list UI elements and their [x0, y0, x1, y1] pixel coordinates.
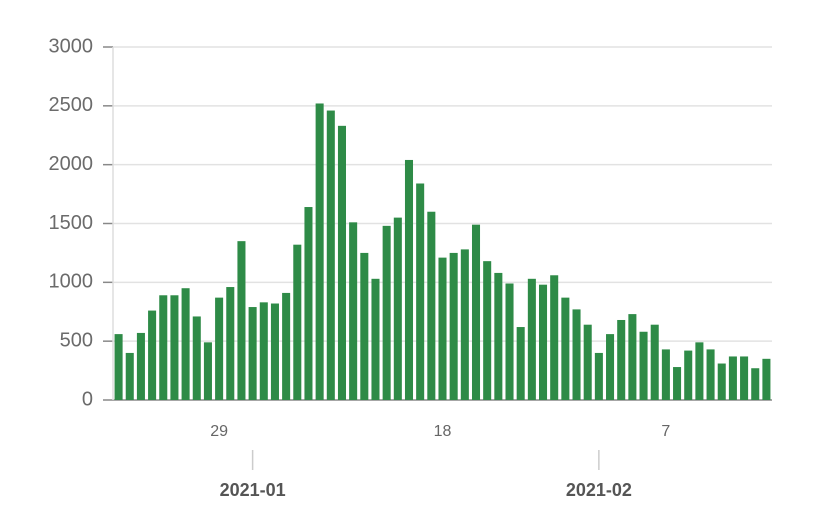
bar — [393, 217, 402, 400]
bar — [639, 331, 648, 400]
bar — [483, 261, 492, 400]
bar — [181, 288, 190, 400]
bar — [684, 350, 693, 400]
bar — [695, 342, 704, 400]
y-tick-label: 1500 — [49, 212, 94, 234]
bar — [628, 314, 637, 400]
bar — [237, 241, 246, 400]
bar — [136, 332, 145, 400]
bar — [449, 252, 458, 400]
bar — [751, 368, 760, 400]
y-tick-label: 3000 — [49, 35, 94, 57]
bar — [617, 319, 626, 400]
bar — [371, 278, 380, 400]
bar — [159, 295, 168, 400]
x-tick-label: 29 — [210, 423, 228, 440]
bar — [572, 309, 581, 400]
bar — [494, 272, 503, 400]
bar — [416, 183, 425, 400]
bar — [326, 110, 335, 400]
bar — [527, 278, 536, 400]
bar — [404, 159, 414, 400]
bar — [661, 349, 670, 400]
bar — [427, 211, 436, 400]
bar — [516, 327, 525, 400]
bar — [270, 303, 279, 400]
bar — [282, 292, 291, 400]
bar — [673, 367, 682, 400]
bar — [706, 349, 715, 400]
bar — [215, 297, 224, 400]
y-tick-label: 2500 — [49, 94, 94, 116]
month-label: 2021-01 — [220, 480, 286, 500]
bar — [728, 356, 737, 400]
y-tick-label: 2000 — [49, 153, 94, 175]
bar — [717, 363, 726, 400]
bar — [762, 358, 771, 400]
x-tick-label: 7 — [661, 423, 670, 440]
bar — [606, 334, 615, 400]
bar — [170, 295, 179, 400]
bar — [192, 316, 201, 400]
month-label: 2021-02 — [566, 480, 632, 500]
y-tick-label: 500 — [60, 329, 93, 351]
x-tick-label: 18 — [434, 423, 452, 440]
bar — [471, 224, 481, 400]
bar — [561, 297, 570, 400]
y-tick-label: 0 — [82, 388, 93, 410]
bar — [226, 287, 235, 400]
bar — [550, 275, 559, 400]
bar — [349, 222, 358, 400]
y-tick-label: 1000 — [49, 271, 94, 293]
bar — [203, 342, 212, 400]
bar — [125, 352, 134, 400]
bar — [337, 125, 346, 400]
bar — [594, 352, 603, 400]
bar — [650, 324, 659, 400]
bar — [740, 356, 749, 400]
bar — [315, 103, 324, 400]
bar — [438, 257, 447, 400]
bar — [114, 334, 123, 400]
bar — [259, 302, 268, 400]
bar — [304, 207, 313, 400]
bar — [293, 244, 302, 400]
bar — [583, 324, 592, 400]
bar — [360, 252, 369, 400]
bar — [460, 249, 469, 400]
bar — [248, 307, 257, 400]
bar — [148, 310, 157, 400]
bar — [539, 284, 548, 400]
bar — [382, 225, 391, 400]
bar — [505, 283, 514, 400]
